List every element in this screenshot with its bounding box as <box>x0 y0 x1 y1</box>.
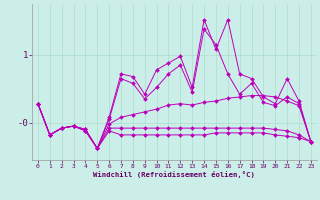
X-axis label: Windchill (Refroidissement éolien,°C): Windchill (Refroidissement éolien,°C) <box>93 171 255 178</box>
